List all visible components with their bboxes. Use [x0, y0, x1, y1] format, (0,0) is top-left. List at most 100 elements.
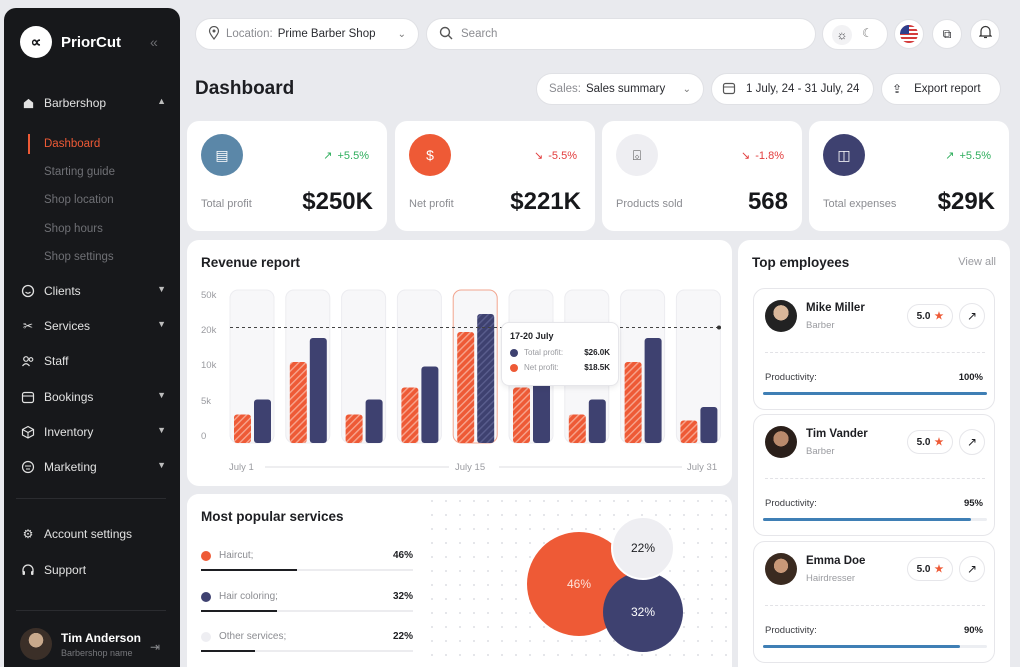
productivity-value: 95% — [963, 498, 983, 509]
bell-icon — [978, 25, 992, 44]
open-arrow-button[interactable]: ↗ — [959, 303, 985, 329]
user-profile[interactable]: Tim Anderson Barbershop name — [20, 628, 141, 660]
trend-down-icon: ↘ — [534, 150, 544, 162]
bar-net-profit — [401, 387, 419, 443]
kpi-card[interactable]: $ ↘ -5.5% Net profit $221K — [395, 121, 595, 231]
bar-total-profit — [700, 407, 718, 443]
notifications-button[interactable] — [970, 19, 1000, 49]
x-label: July 31 — [687, 462, 718, 473]
kpi-label: Products sold — [616, 198, 683, 210]
kpi-card[interactable]: ⌺ ↘ -1.8% Products sold 568 — [602, 121, 802, 231]
service-item[interactable]: Other services; 22% — [201, 631, 413, 652]
employee-card[interactable]: Tim Vander Barber 5.0 ★ ↗ Productivity: 9… — [753, 414, 995, 536]
kpi-value: $250K — [302, 188, 373, 215]
nav-group-barbershop[interactable]: Barbershop ▲ — [20, 92, 166, 114]
divider — [765, 478, 985, 479]
nav-account-settings[interactable]: ⚙ Account settings — [20, 523, 166, 545]
bar-total-profit — [254, 399, 271, 443]
employee-card[interactable]: Emma Doe Hairdresser 5.0 ★ ↗ Productivity… — [753, 541, 995, 663]
nav-sub-shop-location[interactable]: Shop location — [44, 194, 114, 206]
nav-sub-shop-settings[interactable]: Shop settings — [44, 251, 114, 263]
nav-marketing[interactable]: Marketing ▼ — [20, 456, 166, 478]
rating-value: 5.0 — [916, 310, 931, 322]
legend-dot — [510, 348, 518, 357]
nav-services[interactable]: ✂ Services ▼ — [20, 315, 166, 337]
bar-column[interactable] — [675, 289, 721, 444]
kpi-change-value: -5.5% — [548, 149, 577, 162]
popular-services-card: Most popular services Haircut; 46% Hair c… — [187, 494, 732, 667]
logout-icon[interactable]: ⇥ — [150, 640, 161, 654]
nav-sub-shop-hours[interactable]: Shop hours — [44, 223, 103, 235]
reference-line-end — [717, 325, 721, 330]
kpi-card[interactable]: ▤ ↗ +5.5% Total profit $250K — [187, 121, 387, 231]
nav-sub-dashboard[interactable]: Dashboard — [44, 138, 101, 150]
bar-total-profit — [588, 399, 606, 443]
service-bar — [201, 610, 277, 612]
revenue-report-card: Revenue report 50k 20k 10k 5k 0 July 1 J… — [187, 240, 732, 486]
open-arrow-button[interactable]: ↗ — [959, 429, 985, 455]
bubble-other-services: 22% — [611, 516, 675, 580]
employee-name: Mike Miller — [806, 302, 865, 314]
megaphone-icon — [20, 459, 36, 475]
kpi-label: Total expenses — [823, 198, 897, 210]
nav-clients[interactable]: Clients ▼ — [20, 280, 166, 302]
bar-total-profit — [421, 366, 439, 443]
open-arrow-button[interactable]: ↗ — [959, 556, 985, 582]
revenue-chart — [229, 289, 721, 468]
nav-staff[interactable]: Staff — [20, 350, 166, 372]
bubble-hair-coloring: 32% — [603, 572, 683, 652]
location-select[interactable]: Location: Prime Barber Shop ⌄ — [195, 18, 419, 50]
theme-toggle[interactable]: ☼ ☾ — [822, 18, 888, 50]
kpi-card[interactable]: ◫ ↗ +5.5% Total expenses $29K — [809, 121, 1009, 231]
search-input[interactable]: Search — [426, 18, 816, 50]
star-icon: ★ — [934, 436, 944, 448]
date-range-picker[interactable]: 1 July, 24 - 31 July, 24 — [711, 73, 874, 105]
view-all-link[interactable]: View all — [958, 256, 996, 268]
productivity-label: Productivity: — [765, 372, 817, 383]
productivity-label: Productivity: — [765, 625, 817, 636]
bar-net-profit — [457, 332, 475, 443]
service-label: Other services; — [219, 631, 287, 642]
rating-value: 5.0 — [916, 436, 931, 448]
employee-card[interactable]: Mike Miller Barber 5.0 ★ ↗ Productivity: … — [753, 288, 995, 410]
chat-button[interactable]: ⧉ — [932, 19, 962, 49]
language-flag-button[interactable] — [894, 19, 924, 49]
employee-role: Hairdresser — [806, 573, 856, 584]
kpi-change: ↘ -5.5% — [534, 149, 577, 163]
employee-name: Emma Doe — [806, 555, 866, 567]
brand[interactable]: ∝ PriorCut — [20, 26, 121, 58]
nav-bookings[interactable]: Bookings ▼ — [20, 386, 166, 408]
export-report-button[interactable]: ⇪ Export report — [881, 73, 1001, 105]
nav-sub-starting-guide[interactable]: Starting guide — [44, 166, 115, 178]
nav-label: Services — [44, 319, 91, 333]
collapse-sidebar-icon[interactable]: « — [150, 34, 158, 50]
rating-badge: 5.0 ★ — [907, 557, 953, 581]
chevron-down-icon: ▼ — [157, 390, 166, 400]
nav-support[interactable]: Support — [20, 559, 166, 581]
location-label: Location: — [226, 28, 273, 40]
rating-value: 5.0 — [916, 563, 931, 575]
kpi-change: ↘ -1.8% — [741, 149, 784, 163]
sales-select[interactable]: Sales: Sales summary ⌄ — [536, 73, 704, 105]
purse-icon: ◫ — [823, 134, 865, 176]
legend-dot — [201, 550, 211, 561]
sidebar: ∝ PriorCut « Barbershop ▲ Dashboard Star… — [4, 8, 180, 667]
service-item[interactable]: Haircut; 46% — [201, 550, 413, 571]
y-tick: 10k — [201, 360, 217, 371]
moon-icon[interactable]: ☾ — [862, 26, 873, 40]
us-flag-icon — [900, 25, 918, 43]
productivity-value: 90% — [963, 625, 983, 636]
y-tick: 5k — [201, 396, 212, 407]
rating-badge: 5.0 ★ — [907, 304, 953, 328]
productivity-track — [763, 645, 987, 648]
location-value: Prime Barber Shop — [277, 28, 376, 40]
avatar — [765, 553, 797, 585]
smile-icon — [20, 283, 36, 299]
nav-inventory[interactable]: Inventory ▼ — [20, 421, 166, 443]
sun-icon[interactable]: ☼ — [832, 25, 852, 45]
avatar — [765, 300, 797, 332]
employee-name: Tim Vander — [806, 428, 868, 440]
arrow-up-right-icon: ↗ — [966, 562, 978, 576]
search-placeholder: Search — [461, 28, 498, 40]
service-item[interactable]: Hair coloring; 32% — [201, 591, 413, 612]
